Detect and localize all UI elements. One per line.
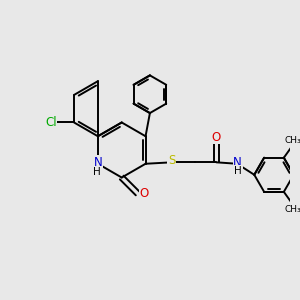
Text: S: S (168, 154, 175, 167)
Text: CH₃: CH₃ (285, 136, 300, 145)
Text: H: H (93, 167, 101, 177)
Text: H: H (234, 166, 242, 176)
Text: Cl: Cl (45, 116, 57, 129)
Text: O: O (140, 187, 149, 200)
Text: CH₃: CH₃ (285, 205, 300, 214)
Text: N: N (94, 156, 102, 169)
Text: O: O (212, 130, 221, 144)
Text: N: N (233, 156, 242, 169)
